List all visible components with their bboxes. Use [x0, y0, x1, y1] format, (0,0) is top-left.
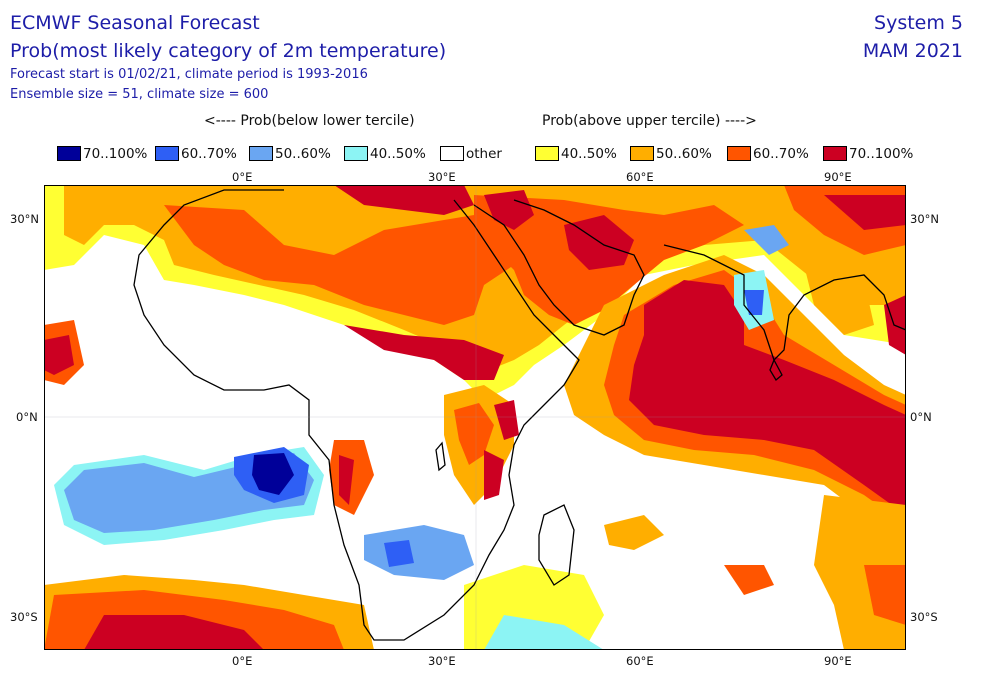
legend-label: 70..100%	[849, 145, 914, 162]
legend-label: 40..50%	[561, 145, 617, 162]
legend-item: 40..50%	[535, 145, 617, 162]
graticule	[44, 185, 906, 650]
legend-item: 60..70%	[155, 145, 237, 162]
lon-tick-label: 90°E	[824, 170, 852, 184]
legend-label: 60..70%	[181, 145, 237, 162]
legend-swatch	[249, 146, 273, 161]
legend-item: 70..100%	[823, 145, 913, 162]
lon-tick-label: 0°E	[232, 170, 253, 184]
lon-tick-label: 0°E	[232, 654, 253, 668]
legend-item: 50..60%	[630, 145, 712, 162]
legend-item: 70..100%	[57, 145, 147, 162]
legend-swatch	[823, 146, 847, 161]
lat-tick-label: 30°S	[910, 610, 938, 624]
cool-anomaly-areas	[54, 225, 789, 650]
legend-swatch	[155, 146, 179, 161]
ensemble-size-info: Ensemble size = 51, climate size = 600	[10, 87, 269, 102]
legend-item: 50..60%	[249, 145, 331, 162]
lon-tick-label: 30°E	[428, 170, 456, 184]
legend-swatch	[440, 146, 464, 161]
lat-tick-label: 0°N	[910, 410, 932, 424]
coastlines	[133, 189, 906, 641]
legend-label: 50..60%	[656, 145, 712, 162]
lat-tick-label: 30°S	[10, 610, 38, 624]
legend-label: 50..60%	[275, 145, 331, 162]
above-tercile-caption: Prob(above upper tercile) ---->	[542, 113, 757, 129]
below-tercile-caption: <---- Prob(below lower tercile)	[204, 113, 415, 129]
lon-tick-label: 60°E	[626, 654, 654, 668]
lat-tick-label: 0°N	[16, 410, 38, 424]
legend-item: other	[440, 145, 502, 162]
legend-swatch	[535, 146, 559, 161]
warm-anomaly-areas	[44, 185, 906, 650]
map-frame	[44, 185, 906, 650]
legend-swatch	[344, 146, 368, 161]
legend-label: other	[466, 145, 502, 162]
system-label: System 5	[874, 12, 963, 34]
legend-label: 40..50%	[370, 145, 426, 162]
legend-swatch	[57, 146, 81, 161]
forecast-start-info: Forecast start is 01/02/21, climate peri…	[10, 67, 368, 82]
legend-swatch	[727, 146, 751, 161]
legend-item: 40..50%	[344, 145, 426, 162]
legend-swatch	[630, 146, 654, 161]
legend-label: 60..70%	[753, 145, 809, 162]
legend-item: 60..70%	[727, 145, 809, 162]
map-title: ECMWF Seasonal Forecast	[10, 12, 260, 34]
lat-tick-label: 30°N	[10, 212, 39, 226]
map-subtitle: Prob(most likely category of 2m temperat…	[10, 40, 447, 62]
lat-tick-label: 30°N	[910, 212, 939, 226]
probability-map	[44, 185, 906, 650]
legend-label: 70..100%	[83, 145, 148, 162]
lon-tick-label: 90°E	[824, 654, 852, 668]
lon-tick-label: 30°E	[428, 654, 456, 668]
lon-tick-label: 60°E	[626, 170, 654, 184]
season-label: MAM 2021	[862, 40, 963, 62]
